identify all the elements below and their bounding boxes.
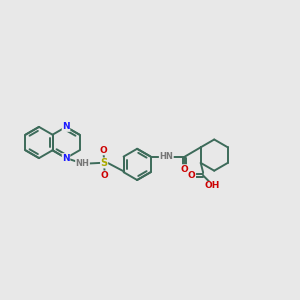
Text: N: N <box>62 122 70 131</box>
Text: O: O <box>188 171 196 180</box>
Text: HN: HN <box>159 152 173 161</box>
Text: OH: OH <box>204 182 220 190</box>
Text: O: O <box>101 171 109 180</box>
Text: O: O <box>100 146 107 155</box>
Text: NH: NH <box>76 159 89 168</box>
Text: S: S <box>100 158 108 168</box>
Text: N: N <box>62 154 70 163</box>
Text: O: O <box>181 165 189 174</box>
